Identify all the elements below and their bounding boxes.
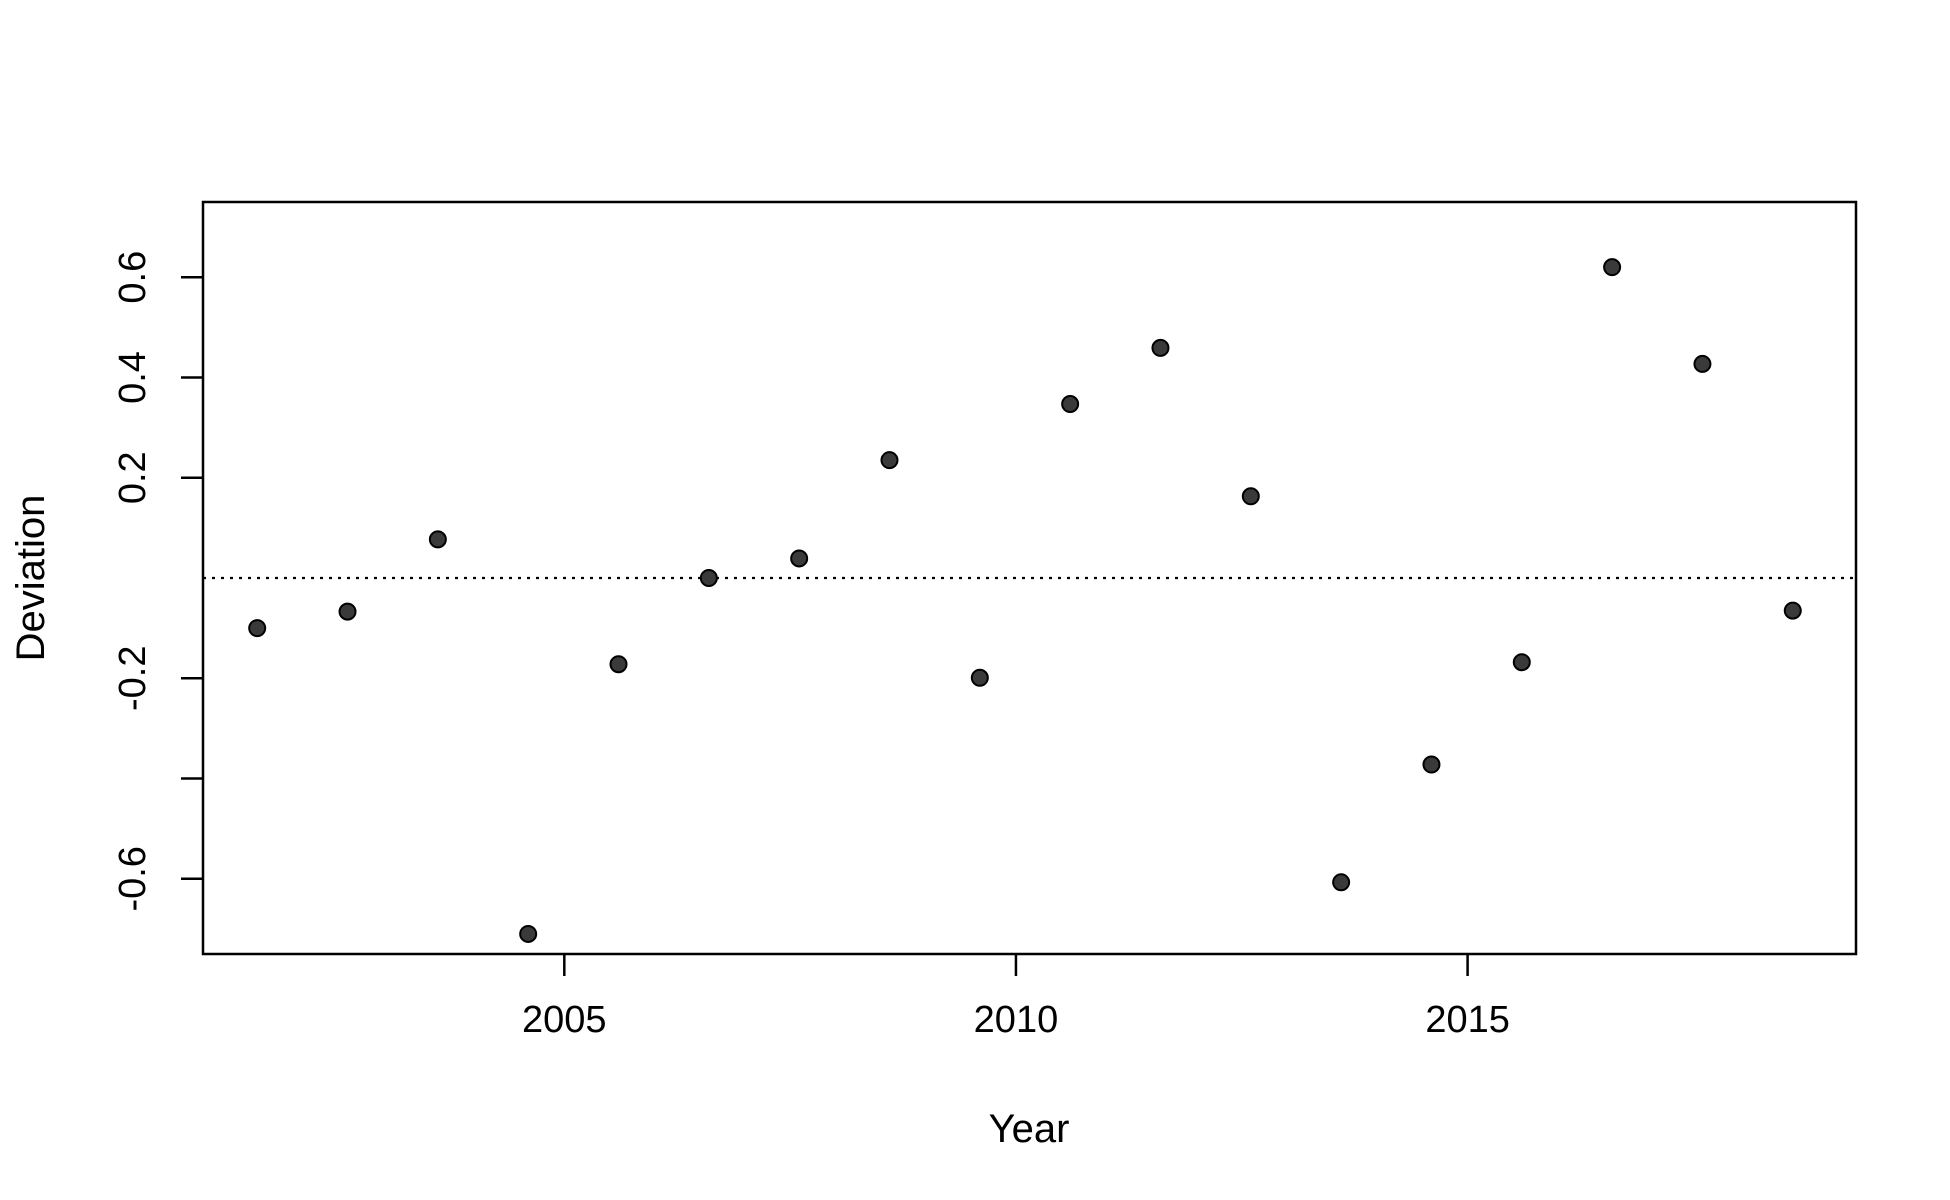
data-point [428,530,447,549]
data-point [1603,258,1622,277]
data-point [699,569,718,587]
x-axis-title: Year [989,1107,1070,1151]
y-tick-label: 0.6 [112,251,154,304]
x-tick-label: 2015 [1425,999,1510,1041]
y-axis: -0.6 -0.2 0.2 0.4 0.6 [112,251,203,912]
data-point [1061,395,1080,414]
data-point [1512,653,1531,672]
data-point [880,451,899,470]
data-point [790,549,809,568]
y-tick-label: -0.6 [112,846,154,911]
x-tick-label: 2005 [522,999,607,1041]
data-point [519,924,538,943]
y-tick-label: 0.2 [112,451,154,504]
data-point [1422,755,1441,774]
data-point [609,655,628,674]
data-point [1783,601,1802,620]
data-point [248,619,267,638]
data-point [338,602,357,621]
data-point [970,668,989,687]
x-axis: 2005 2010 2015 [522,954,1510,1041]
y-axis-title: Deviation [9,495,53,662]
data-point [1693,354,1712,373]
data-point [1241,487,1260,506]
x-tick-label: 2010 [974,999,1059,1041]
data-point [1332,873,1351,892]
data-points [248,258,1802,943]
data-point [1151,338,1170,357]
y-tick-label: -0.2 [112,646,154,711]
y-tick-label: 0.4 [112,351,154,404]
